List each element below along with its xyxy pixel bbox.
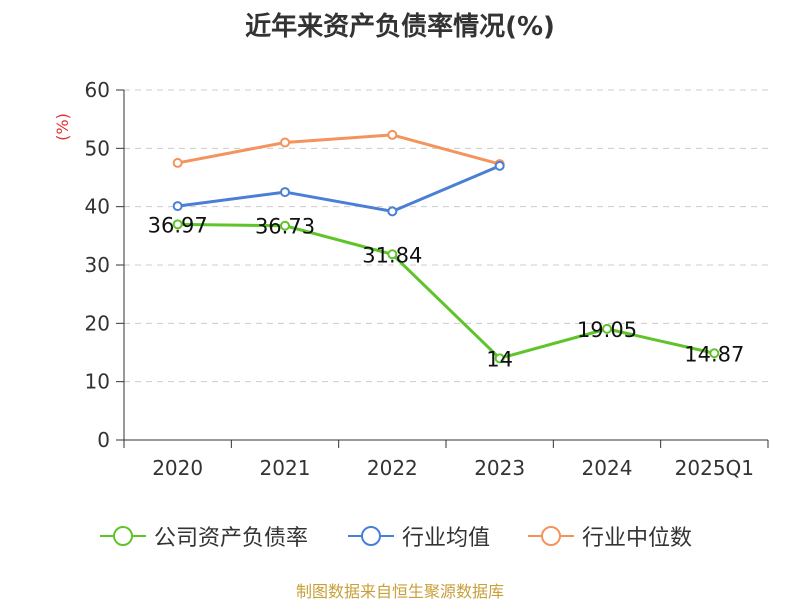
data-label: 36.97: [148, 213, 208, 237]
source-footer: 制图数据来自恒生聚源数据库: [295, 582, 504, 601]
data-point: [172, 201, 183, 212]
data-point: [709, 348, 720, 359]
data-labels: 36.97 36.73 31.84 14 19.05 14.87: [148, 213, 745, 371]
legend-marker-company: [100, 526, 146, 546]
data-point: [280, 187, 290, 198]
data-point: [172, 157, 183, 168]
series-line: [177, 133, 501, 166]
data-label: 14: [486, 347, 513, 371]
legend-marker-industry-median: [528, 526, 574, 546]
grid-lines: [124, 89, 768, 383]
x-tick-label: 2023: [474, 456, 525, 480]
data-point: [387, 206, 398, 217]
legend-label: 行业中位数: [582, 526, 693, 551]
data-point: [280, 220, 290, 231]
legend-label: 公司资产负债率: [154, 526, 309, 551]
legend-item-industry-avg[interactable]: 行业均值: [346, 518, 490, 554]
data-label: 36.73: [255, 215, 315, 239]
y-tick-label: 60: [85, 78, 110, 102]
data-point: [494, 160, 505, 171]
x-tick-label: 2021: [260, 456, 311, 480]
legend-marker-industry-avg: [348, 526, 394, 546]
data-point: [494, 353, 505, 364]
legend-label: 行业均值: [402, 526, 491, 551]
y-tick-label: 40: [85, 195, 110, 219]
data-label: 14.87: [684, 342, 744, 366]
y-tick-label: 10: [85, 370, 110, 394]
y-tick-label: 20: [85, 311, 110, 335]
data-point: [172, 219, 183, 230]
series-line: [177, 222, 715, 360]
legend-item-industry-median[interactable]: 行业中位数: [526, 518, 692, 554]
y-tick-label: 30: [85, 253, 110, 277]
data-point: [387, 249, 398, 260]
y-tick-label: 50: [85, 136, 110, 160]
y-axis-label: (%): [53, 113, 72, 141]
legend-item-company[interactable]: 公司资产负债率: [98, 518, 308, 554]
data-point: [602, 323, 612, 334]
data-point: [387, 129, 398, 140]
y-tick-label: 0: [97, 428, 110, 452]
series-lines: [172, 129, 720, 364]
x-tick-label: 2020: [152, 456, 203, 480]
axes: 0 10 20 30 40 50 60 2020 2021 2022 2023 2024 2025Q1: [85, 78, 769, 480]
legend: 公司资产负债率 行业均值 行业中位数: [0, 518, 800, 554]
x-tick-label: 2024: [582, 456, 633, 480]
chart-title: 近年来资产负债率情况(%): [245, 12, 555, 42]
data-point: [280, 137, 290, 148]
x-tick-label: 2022: [367, 456, 418, 480]
data-label: 31.84: [362, 243, 422, 267]
data-label: 19.05: [577, 318, 637, 342]
series-line: [177, 164, 501, 213]
x-tick-label: 2025Q1: [675, 456, 754, 480]
